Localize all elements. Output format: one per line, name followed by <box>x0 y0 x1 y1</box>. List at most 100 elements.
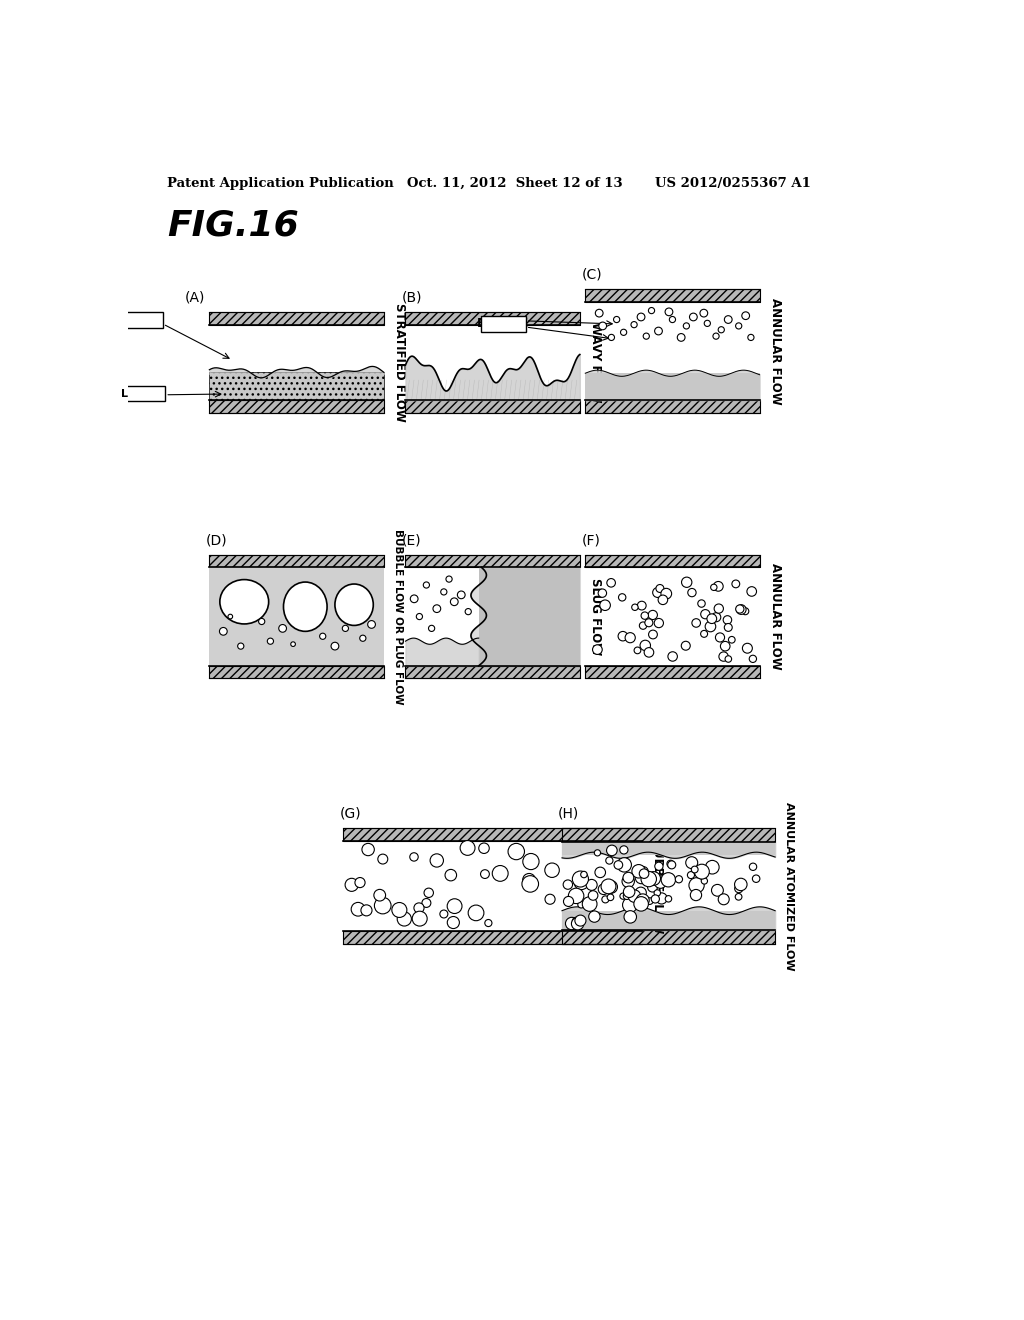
Circle shape <box>713 333 719 339</box>
Text: FIG.16: FIG.16 <box>167 209 299 243</box>
Circle shape <box>700 309 708 317</box>
Circle shape <box>652 587 663 598</box>
Text: (D): (D) <box>206 533 227 548</box>
Circle shape <box>428 626 435 631</box>
Circle shape <box>638 866 648 876</box>
Circle shape <box>583 896 597 911</box>
Circle shape <box>683 323 689 329</box>
Circle shape <box>654 890 660 896</box>
Circle shape <box>634 896 648 911</box>
Circle shape <box>598 589 606 598</box>
Circle shape <box>342 626 348 631</box>
Circle shape <box>440 909 447 917</box>
Text: WAVY FLOW: WAVY FLOW <box>589 322 602 403</box>
Text: BUBBLE: BUBBLE <box>477 317 529 330</box>
Circle shape <box>705 321 711 326</box>
Circle shape <box>238 643 244 649</box>
Circle shape <box>601 879 615 894</box>
Circle shape <box>714 582 723 591</box>
Circle shape <box>447 899 462 913</box>
Circle shape <box>607 894 613 900</box>
Circle shape <box>639 869 649 878</box>
Circle shape <box>411 595 418 603</box>
Circle shape <box>423 582 429 589</box>
Circle shape <box>445 870 457 880</box>
Bar <box>209 554 384 568</box>
Circle shape <box>599 322 606 330</box>
Circle shape <box>613 317 620 322</box>
Circle shape <box>706 861 719 874</box>
Circle shape <box>589 891 598 900</box>
Circle shape <box>706 622 716 632</box>
Circle shape <box>620 846 628 854</box>
Circle shape <box>228 614 232 619</box>
Circle shape <box>645 619 653 627</box>
Circle shape <box>641 871 656 887</box>
Text: (H): (H) <box>558 807 580 821</box>
Circle shape <box>714 605 723 614</box>
Bar <box>562 829 775 842</box>
Circle shape <box>636 894 649 907</box>
Circle shape <box>626 888 633 895</box>
Circle shape <box>606 845 617 855</box>
Circle shape <box>654 327 663 335</box>
Circle shape <box>700 631 708 638</box>
Circle shape <box>741 607 749 615</box>
Circle shape <box>736 605 746 614</box>
Bar <box>209 665 384 678</box>
Circle shape <box>589 911 600 923</box>
Bar <box>586 289 760 302</box>
Circle shape <box>637 313 645 321</box>
Circle shape <box>648 630 657 639</box>
Circle shape <box>718 326 724 333</box>
Circle shape <box>593 644 602 655</box>
Circle shape <box>681 642 690 651</box>
Bar <box>343 829 642 841</box>
Circle shape <box>392 903 407 917</box>
Circle shape <box>440 589 446 595</box>
Circle shape <box>414 903 424 913</box>
Circle shape <box>595 309 603 317</box>
Bar <box>406 400 580 412</box>
Circle shape <box>654 619 664 628</box>
Circle shape <box>625 632 635 643</box>
Circle shape <box>660 589 672 599</box>
Circle shape <box>622 875 635 887</box>
Circle shape <box>748 334 754 341</box>
Circle shape <box>219 627 227 635</box>
Bar <box>562 929 775 944</box>
Text: (E): (E) <box>401 533 421 548</box>
Circle shape <box>746 586 757 597</box>
Circle shape <box>368 620 376 628</box>
Circle shape <box>291 642 295 647</box>
Circle shape <box>742 643 753 653</box>
Circle shape <box>648 308 654 314</box>
Circle shape <box>728 636 735 643</box>
Circle shape <box>617 858 632 873</box>
Circle shape <box>523 854 539 870</box>
Circle shape <box>694 865 710 879</box>
Circle shape <box>361 843 375 855</box>
Circle shape <box>375 898 391 913</box>
Circle shape <box>666 895 672 902</box>
Text: BUBBLE FLOW: BUBBLE FLOW <box>651 840 665 933</box>
Text: ANNULAR FLOW: ANNULAR FLOW <box>769 297 782 404</box>
Circle shape <box>646 898 653 904</box>
Circle shape <box>345 878 358 891</box>
Circle shape <box>430 854 443 867</box>
Circle shape <box>445 576 453 582</box>
Circle shape <box>563 880 572 890</box>
Circle shape <box>465 609 471 615</box>
Circle shape <box>355 878 366 887</box>
Circle shape <box>750 655 757 663</box>
Circle shape <box>604 880 617 894</box>
Circle shape <box>397 912 412 927</box>
Circle shape <box>690 890 701 900</box>
Circle shape <box>623 898 638 912</box>
Circle shape <box>682 577 692 587</box>
Text: ANNULAR ATOMIZED FLOW: ANNULAR ATOMIZED FLOW <box>784 801 795 970</box>
Circle shape <box>602 896 609 903</box>
Circle shape <box>631 322 637 327</box>
Circle shape <box>572 871 589 887</box>
Circle shape <box>635 871 647 883</box>
